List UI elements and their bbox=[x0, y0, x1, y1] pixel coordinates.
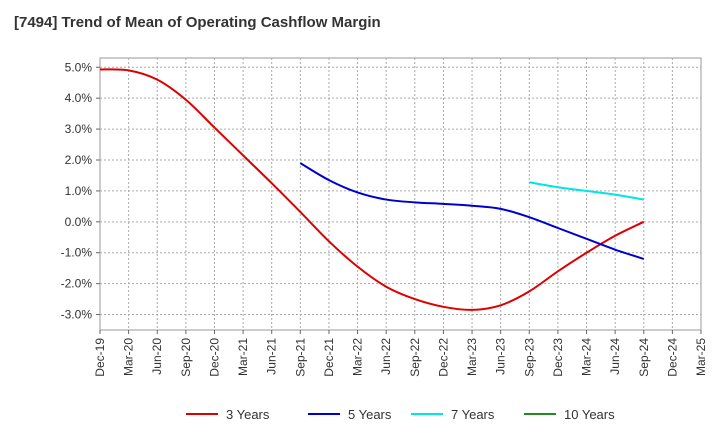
x-tick-label: Mar-23 bbox=[465, 338, 479, 376]
x-tick-label: Sep-22 bbox=[408, 338, 422, 377]
grid-layer bbox=[99, 57, 702, 331]
x-tick-label: Jun-22 bbox=[379, 338, 393, 375]
legend-label: 3 Years bbox=[226, 407, 270, 422]
x-tick-label: Mar-24 bbox=[580, 338, 594, 376]
y-tick-label: 2.0% bbox=[65, 153, 93, 167]
y-tick-label: -1.0% bbox=[61, 246, 93, 260]
x-tick-label: Dec-23 bbox=[551, 338, 565, 377]
series-line-5-years bbox=[299, 162, 645, 260]
x-tick-label: Mar-20 bbox=[122, 338, 136, 376]
x-tick-label: Jun-24 bbox=[608, 338, 622, 375]
legend-label: 10 Years bbox=[564, 407, 615, 422]
legend-label: 7 Years bbox=[451, 407, 495, 422]
x-tick-label: Mar-22 bbox=[351, 338, 365, 376]
series-layer bbox=[99, 68, 645, 311]
plot-area-border bbox=[99, 57, 702, 331]
x-tick-label: Dec-22 bbox=[436, 338, 450, 377]
x-tick-label: Sep-20 bbox=[179, 338, 193, 377]
axis-layer: Dec-19 Mar-20 Jun-20 Sep-20 Dec-20 Mar-21 Jun-… bbox=[61, 60, 708, 376]
x-tick-label: Jun-21 bbox=[265, 338, 279, 375]
chart-title: [7494] Trend of Mean of Operating Cashfl… bbox=[14, 14, 381, 31]
x-tick-label: Dec-19 bbox=[93, 338, 107, 377]
y-tick-label: -3.0% bbox=[61, 308, 93, 322]
y-tick-label: 0.0% bbox=[65, 215, 93, 229]
y-tick-label: 3.0% bbox=[65, 122, 93, 136]
y-tick-label: -2.0% bbox=[61, 277, 93, 291]
x-tick-label: Jun-23 bbox=[494, 338, 508, 375]
x-tick-label: Dec-20 bbox=[207, 338, 221, 377]
y-tick-label: 5.0% bbox=[65, 60, 93, 74]
y-tick-label: 1.0% bbox=[65, 184, 93, 198]
x-tick-label: Dec-24 bbox=[665, 338, 679, 377]
legend-label: 5 Years bbox=[348, 407, 392, 422]
x-tick-label: Jun-20 bbox=[150, 338, 164, 375]
y-tick-label: 4.0% bbox=[65, 91, 93, 105]
series-line-3-years bbox=[99, 68, 645, 311]
x-tick-label: Sep-23 bbox=[522, 338, 536, 377]
x-tick-label: Mar-21 bbox=[236, 338, 250, 376]
x-tick-label: Sep-21 bbox=[293, 338, 307, 377]
x-tick-label: Dec-21 bbox=[322, 338, 336, 377]
x-tick-label: Sep-24 bbox=[637, 338, 651, 377]
series-line-7-years bbox=[529, 181, 644, 201]
legend-layer: 3 Years 5 Years 7 Years 10 Years bbox=[186, 407, 615, 422]
x-tick-label: Mar-25 bbox=[694, 338, 708, 376]
